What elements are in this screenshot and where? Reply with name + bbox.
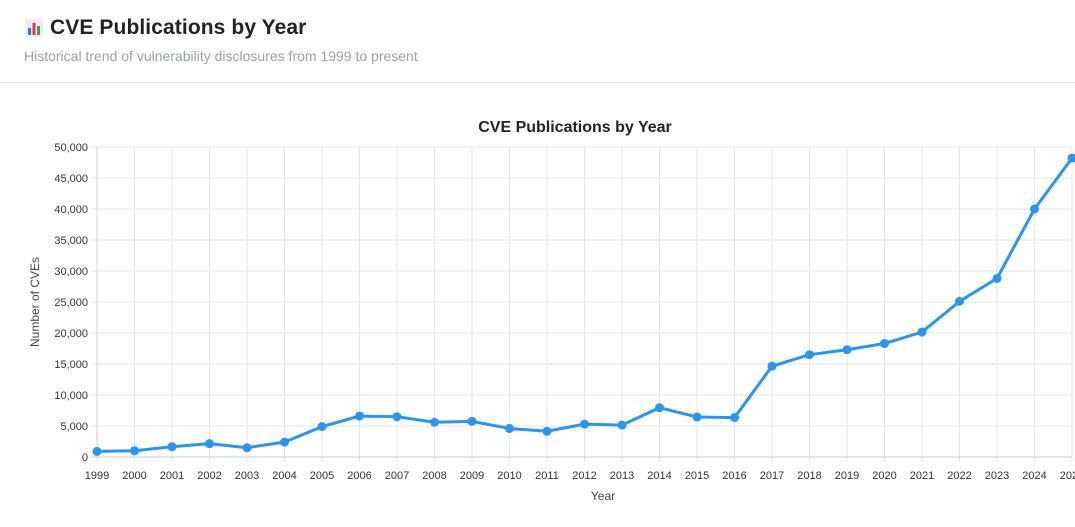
bar-chart-icon (24, 18, 44, 38)
grid-lines (91, 147, 1072, 462)
x-tick-label: 2025 (1060, 470, 1075, 482)
data-point-2009[interactable] (468, 417, 477, 426)
data-point-2000[interactable] (130, 446, 139, 455)
data-point-2006[interactable] (355, 412, 364, 421)
y-tick-label: 45,000 (54, 173, 88, 185)
x-tick-label: 2021 (910, 470, 934, 482)
page-title: CVE Publications by Year (50, 16, 306, 40)
y-tick-label: 30,000 (54, 266, 88, 278)
y-tick-label: 20,000 (54, 328, 88, 340)
x-tick-label: 2015 (685, 470, 709, 482)
x-tick-label: 1999 (85, 470, 109, 482)
x-tick-label: 2019 (835, 470, 859, 482)
data-point-2020[interactable] (880, 339, 889, 348)
data-point-2014[interactable] (655, 403, 664, 412)
x-tick-label: 2008 (422, 470, 446, 482)
data-point-2015[interactable] (693, 413, 702, 422)
x-tick-label: 2002 (197, 470, 221, 482)
y-tick-label: 50,000 (54, 142, 88, 154)
x-tick-label: 2005 (310, 470, 334, 482)
x-tick-label: 2012 (572, 470, 596, 482)
data-point-2004[interactable] (280, 438, 289, 447)
y-tick-label: 5,000 (60, 421, 88, 433)
data-point-2001[interactable] (168, 442, 177, 451)
x-tick-label: 2001 (160, 470, 184, 482)
y-tick-label: 15,000 (54, 359, 88, 371)
page-subtitle: Historical trend of vulnerability disclo… (24, 48, 418, 64)
y-tick-label: 40,000 (54, 204, 88, 216)
data-point-2024[interactable] (1030, 205, 1039, 214)
data-point-2010[interactable] (505, 424, 514, 433)
data-point-2018[interactable] (805, 350, 814, 359)
x-tick-label: 2023 (985, 470, 1009, 482)
x-tick-label: 2018 (797, 470, 821, 482)
data-point-2021[interactable] (918, 328, 927, 337)
x-tick-label: 2009 (460, 470, 484, 482)
y-tick-label: 0 (82, 452, 88, 464)
x-tick-label: 2020 (872, 470, 896, 482)
data-point-2012[interactable] (580, 420, 589, 429)
data-point-2002[interactable] (205, 439, 214, 448)
x-tick-label: 2016 (722, 470, 746, 482)
y-axis-label: Number of CVEs (28, 257, 42, 347)
title-row: CVE Publications by Year (24, 16, 306, 40)
y-axis: 0 5,000 10,000 15,000 20,000 25,000 30,000 35,0… (54, 142, 97, 464)
page-header: CVE Publications by Year Historical tren… (0, 0, 1075, 83)
y-tick-label: 25,000 (54, 297, 88, 309)
data-point-2008[interactable] (430, 418, 439, 427)
data-point-2022[interactable] (955, 297, 964, 306)
x-tick-label: 2006 (347, 470, 371, 482)
data-point-2013[interactable] (618, 421, 627, 430)
data-point-2011[interactable] (543, 427, 552, 436)
chart-container: 0 5,000 10,000 15,000 20,000 25,000 30,000 35,0… (0, 84, 1075, 522)
data-point-2005[interactable] (318, 422, 327, 431)
data-point-2019[interactable] (843, 345, 852, 354)
x-tick-label: 2011 (535, 470, 559, 482)
y-tick-label: 10,000 (54, 390, 88, 402)
cve-line-chart: 0 5,000 10,000 15,000 20,000 25,000 30,000 35,0… (0, 84, 1075, 522)
data-point-2016[interactable] (730, 413, 739, 422)
x-axis-label: Year (591, 489, 615, 503)
y-tick-label: 35,000 (54, 235, 88, 247)
data-point-1999[interactable] (93, 447, 102, 456)
x-tick-label: 2017 (760, 470, 784, 482)
data-point-2023[interactable] (993, 274, 1002, 283)
x-tick-label: 2004 (272, 470, 296, 482)
data-point-2017[interactable] (768, 362, 777, 371)
x-axis: 1999 2000 2001 2002 2003 2004 2005 2006 2007 2008… (85, 457, 1075, 482)
data-point-2007[interactable] (393, 412, 402, 421)
x-tick-label: 2007 (385, 470, 409, 482)
x-tick-label: 2003 (235, 470, 259, 482)
x-tick-label: 2014 (647, 470, 671, 482)
x-tick-label: 2024 (1022, 470, 1046, 482)
x-tick-label: 2010 (497, 470, 521, 482)
x-tick-label: 2000 (122, 470, 146, 482)
chart-title: CVE Publications by Year (478, 119, 672, 136)
x-tick-label: 2022 (947, 470, 971, 482)
x-tick-label: 2013 (610, 470, 634, 482)
series-layer (93, 154, 1075, 456)
data-point-2003[interactable] (243, 443, 252, 452)
